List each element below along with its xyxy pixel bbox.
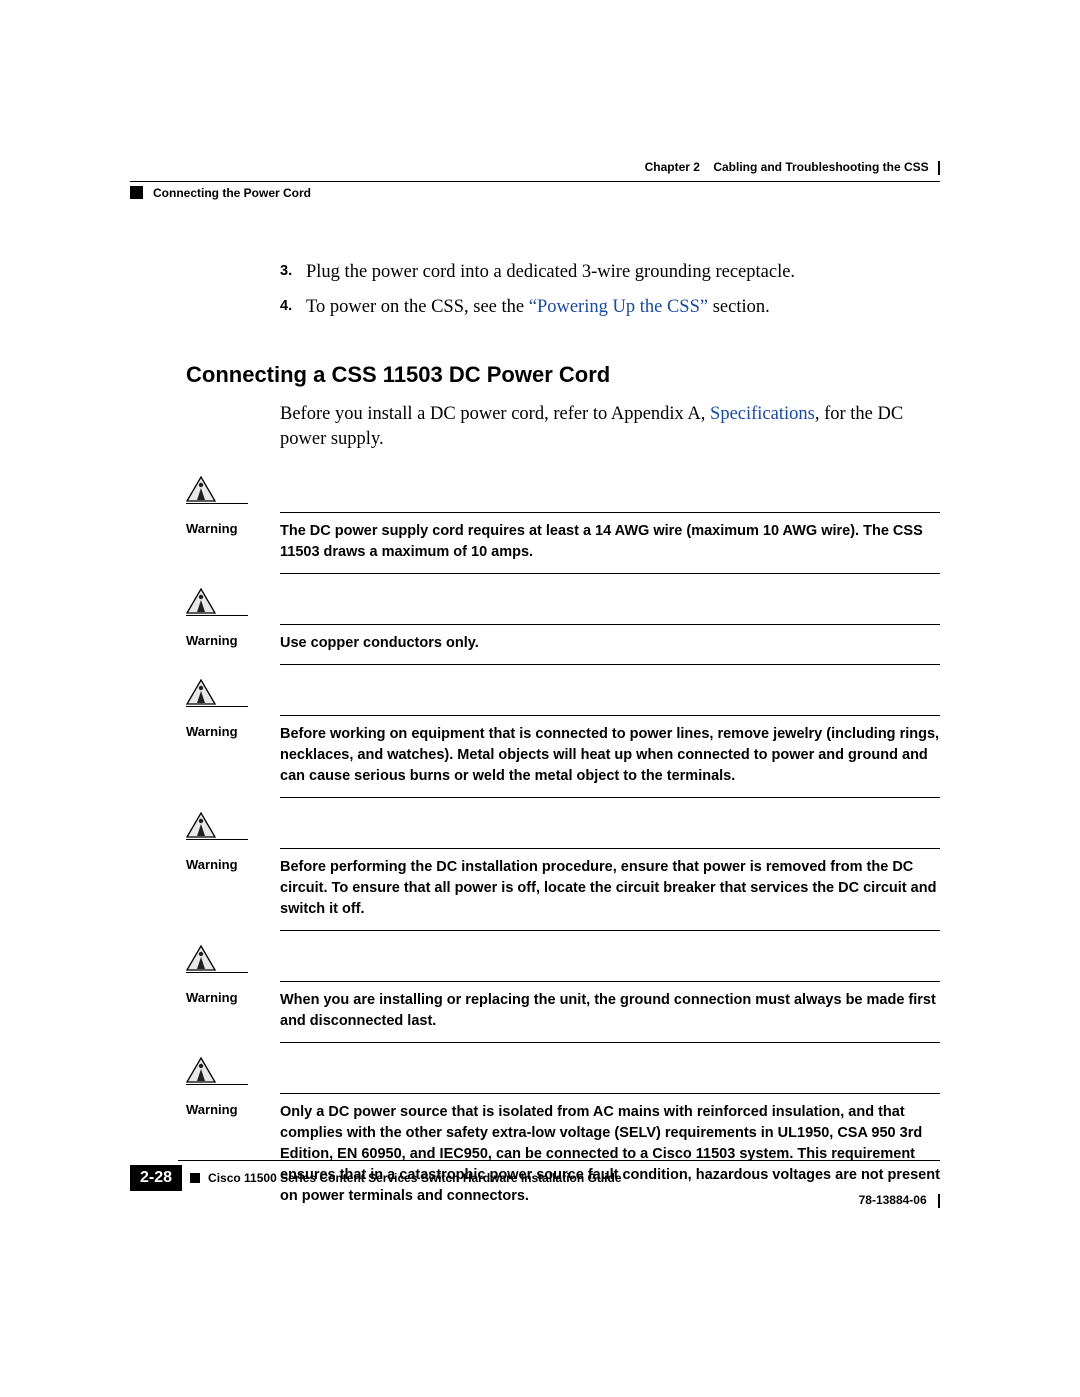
page-number-badge: 2-28 <box>130 1165 182 1191</box>
warning-icon <box>186 588 216 614</box>
square-bullet-icon <box>130 186 143 199</box>
intro-paragraph: Before you install a DC power cord, refe… <box>280 402 940 452</box>
footer-vbar-icon <box>938 1194 940 1208</box>
step-number: 4. <box>280 295 306 320</box>
warning-icon <box>186 812 216 838</box>
warning-text: The DC power supply cord requires at lea… <box>280 521 940 563</box>
step-text-b: section. <box>708 297 770 317</box>
page-content: Chapter 2 Cabling and Troubleshooting th… <box>130 160 940 1207</box>
warning-text: When you are installing or replacing the… <box>280 990 940 1032</box>
chapter-title: Cabling and Troubleshooting the CSS <box>713 160 928 174</box>
warning-block: Warning The DC power supply cord require… <box>186 476 940 574</box>
intro-a: Before you install a DC power cord, refe… <box>280 404 710 424</box>
footer-rule <box>178 1160 940 1161</box>
step-number: 3. <box>280 260 306 285</box>
cross-ref-link[interactable]: Specifications <box>710 404 815 424</box>
guide-title: Cisco 11500 Series Content Services Swit… <box>208 1171 622 1185</box>
step-text: Plug the power cord into a dedicated 3-w… <box>306 260 940 285</box>
warning-label: Warning <box>186 724 280 787</box>
icon-rule <box>186 839 248 840</box>
step-3: 3. Plug the power cord into a dedicated … <box>280 260 940 285</box>
step-text: To power on the CSS, see the “Powering U… <box>306 295 940 320</box>
icon-rule <box>186 972 248 973</box>
icon-rule <box>186 706 248 707</box>
warning-label: Warning <box>186 990 280 1032</box>
running-subheader: Connecting the Power Cord <box>130 186 940 200</box>
icon-rule <box>186 503 248 504</box>
warning-icon <box>186 945 216 971</box>
warning-block: Warning Before working on equipment that… <box>186 679 940 798</box>
square-bullet-icon <box>190 1173 200 1183</box>
icon-rule <box>186 1084 248 1085</box>
header-vbar-icon <box>938 161 940 175</box>
warning-block: Warning Use copper conductors only. <box>186 588 940 665</box>
warning-text: Before performing the DC installation pr… <box>280 857 940 920</box>
warning-block: Warning Before performing the DC install… <box>186 812 940 931</box>
page-footer: 2-28 Cisco 11500 Series Content Services… <box>130 1160 940 1208</box>
step-text-a: To power on the CSS, see the <box>306 297 529 317</box>
cross-ref-link[interactable]: “Powering Up the CSS” <box>529 297 708 317</box>
warning-label: Warning <box>186 857 280 920</box>
warning-label: Warning <box>186 521 280 563</box>
section-heading: Connecting a CSS 11503 DC Power Cord <box>186 362 940 388</box>
icon-rule <box>186 615 248 616</box>
step-4: 4. To power on the CSS, see the “Powerin… <box>280 295 940 320</box>
doc-number: 78-13884-06 <box>859 1193 927 1207</box>
section-title: Connecting the Power Cord <box>153 186 311 200</box>
warning-icon <box>186 476 216 502</box>
warning-block: Warning When you are installing or repla… <box>186 945 940 1043</box>
warning-text: Use copper conductors only. <box>280 633 940 654</box>
header-right: Chapter 2 Cabling and Troubleshooting th… <box>645 160 940 175</box>
header-rule <box>130 181 940 182</box>
warning-icon <box>186 679 216 705</box>
warning-icon <box>186 1057 216 1083</box>
warning-label: Warning <box>186 633 280 654</box>
warning-text: Before working on equipment that is conn… <box>280 724 940 787</box>
chapter-label: Chapter 2 <box>645 160 700 174</box>
running-header: Chapter 2 Cabling and Troubleshooting th… <box>130 160 940 175</box>
body: 3. Plug the power cord into a dedicated … <box>130 260 940 1207</box>
